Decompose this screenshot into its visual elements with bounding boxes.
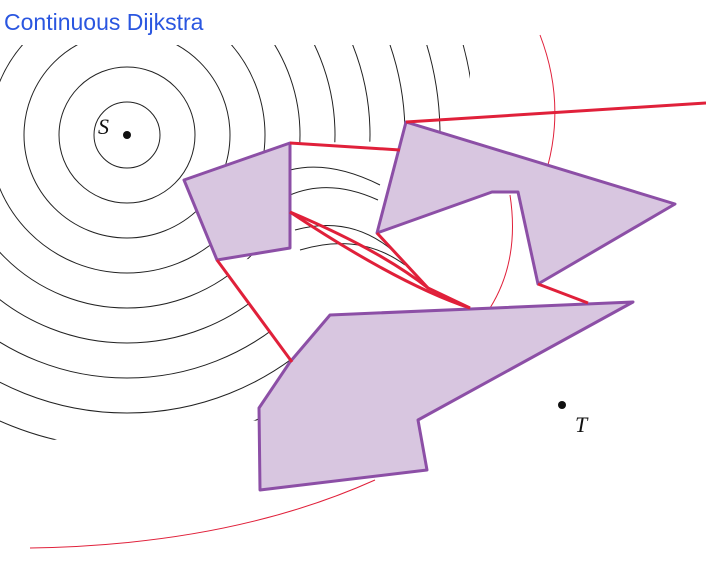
shortest-path-map	[215, 101, 706, 363]
target-label: T	[575, 412, 589, 437]
target-point	[558, 401, 566, 409]
source-point	[123, 131, 131, 139]
source-label: S	[98, 114, 109, 139]
obstacles	[182, 120, 677, 492]
thin-wavefronts	[29, 34, 556, 549]
title: Continuous Dijkstra	[4, 9, 204, 35]
